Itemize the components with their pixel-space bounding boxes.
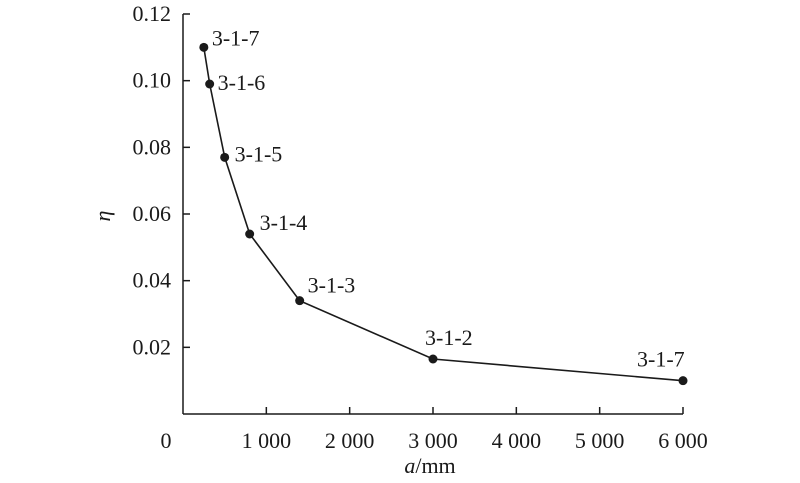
x-tick-label: 3 000 [408,428,458,453]
point-label: 3-1-7 [637,347,685,372]
plot-area: 3-1-7 3-1-6 3-1-5 3-1-4 3-1-3 3-1-2 3-1-7 [199,25,688,386]
data-point [220,152,230,162]
y-tick-label: 0.02 [133,334,172,359]
y-tick-label: 0.12 [133,1,172,26]
y-axis-label: η [90,211,115,222]
data-point [245,229,255,239]
data-point [295,296,305,306]
point-label: 3-1-4 [260,210,308,235]
x-tick-label: 4 000 [492,428,542,453]
x-axis-label-unit: /mm [415,453,455,478]
x-tick-label: 1 000 [242,428,292,453]
point-label: 3-1-3 [308,273,356,298]
x-tick-label: 5 000 [575,428,625,453]
point-label: 3-1-2 [425,325,473,350]
data-point [199,42,209,52]
x-ticks: 0 1 000 2 000 3 000 4 000 5 000 6 000 [161,407,708,453]
point-label: 3-1-6 [218,70,266,95]
y-ticks: 0.02 0.04 0.06 0.08 0.10 0.12 [133,1,190,359]
data-point [428,354,438,364]
point-label: 3-1-5 [235,141,283,166]
x-axis-label-var: a [404,453,415,478]
y-tick-label: 0.04 [133,268,172,293]
x-tick-label: 6 000 [658,428,708,453]
data-point [205,79,215,89]
y-tick-label: 0.10 [133,68,172,93]
y-axis: 0.02 0.04 0.06 0.08 0.10 0.12 η [90,1,190,414]
point-label: 3-1-7 [212,25,260,50]
x-axis-label: a/mm [404,453,455,478]
y-tick-label: 0.06 [133,201,172,226]
data-point [678,376,688,386]
x-tick-label: 0 [161,428,172,453]
y-tick-label: 0.08 [133,134,172,159]
x-tick-label: 2 000 [325,428,375,453]
x-axis: 0 1 000 2 000 3 000 4 000 5 000 6 000 a/mm [161,407,708,478]
